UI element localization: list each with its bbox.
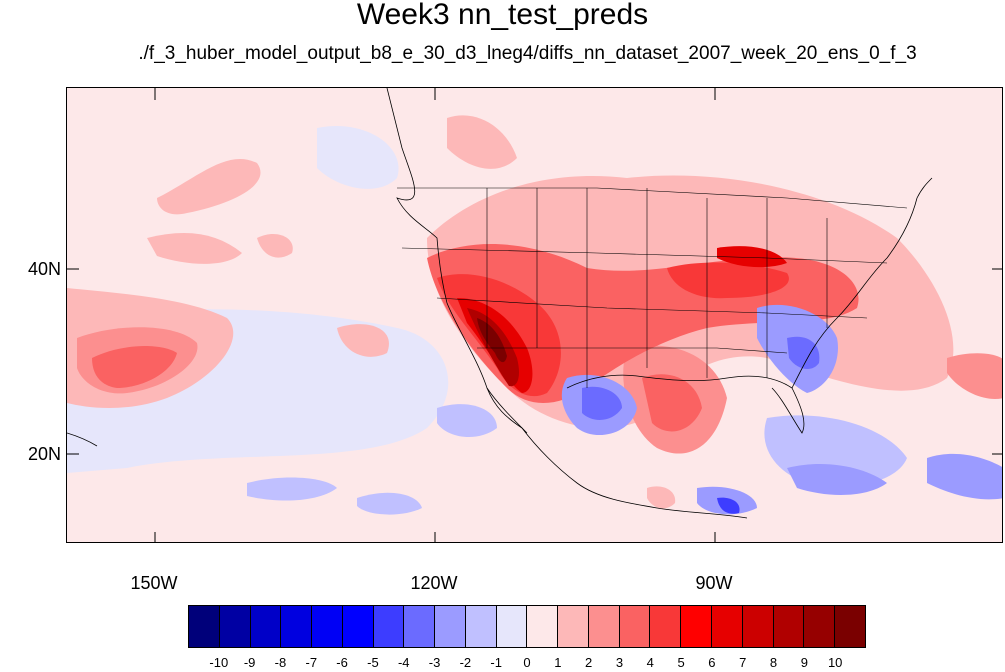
- colorbar-tick-label: 1: [554, 655, 562, 670]
- colorbar-tick-label: -6: [336, 655, 348, 670]
- colorbar-swatch: [404, 606, 436, 647]
- colorbar-tick-label: -1: [490, 655, 502, 670]
- colorbar-swatch: [465, 606, 497, 647]
- colorbar-tick-label: 4: [646, 655, 654, 670]
- colorbar-tick-label: 9: [800, 655, 808, 670]
- colorbar-tick-label: 7: [739, 655, 747, 670]
- colorbar-swatch: [773, 606, 805, 647]
- colorbar-swatch: [742, 606, 774, 647]
- colorbar-swatch: [681, 606, 713, 647]
- colorbar-tick-label: -5: [367, 655, 379, 670]
- colorbar-swatch: [835, 606, 865, 647]
- colorbar-tick-label: -10: [209, 655, 229, 670]
- colorbar-tick-label: 6: [708, 655, 716, 670]
- colorbar-swatch: [527, 606, 559, 647]
- colorbar-tick-label: -9: [243, 655, 256, 670]
- colorbar-swatch: [281, 606, 313, 647]
- coastlines: [67, 88, 933, 519]
- colorbar: [188, 605, 866, 648]
- colorbar-tick-label: -4: [397, 655, 410, 670]
- colorbar-tick-label: -7: [305, 655, 318, 670]
- colorbar-tick-label: -3: [428, 655, 441, 670]
- state-borders: [397, 187, 908, 388]
- colorbar-swatch: [250, 606, 282, 647]
- colorbar-tick-label: 3: [615, 655, 624, 670]
- lat-label-20n: 20N: [28, 444, 62, 464]
- colorbar-swatch: [804, 606, 836, 647]
- colorbar-swatch: [373, 606, 405, 647]
- colorbar-swatch: [219, 606, 251, 647]
- plot-subtitle: ./f_3_huber_model_output_b8_e_30_d3_lneg…: [138, 43, 917, 64]
- anomaly-contour-map: [67, 88, 1002, 542]
- colorbar-swatch: [558, 606, 589, 647]
- lat-lon-ticks: [67, 88, 1002, 542]
- lon-label-90w: 90W: [695, 573, 733, 593]
- colorbar-tick-label: 8: [769, 655, 778, 670]
- colorbar-swatch: [342, 606, 374, 647]
- colorbar-swatch: [712, 606, 743, 647]
- colorbar-tick-label: 0: [523, 655, 531, 670]
- colorbar-swatch: [588, 606, 620, 647]
- colorbar-swatch: [650, 606, 682, 647]
- lon-label-120w: 120W: [410, 573, 458, 593]
- colorbar-tick-label: 5: [677, 655, 685, 670]
- plot-title: Week3 nn_test_preds: [356, 0, 649, 31]
- colorbar-tick-label: -8: [274, 655, 287, 670]
- colorbar-tick-label: 10: [827, 655, 843, 670]
- colorbar-tick-label: -2: [459, 655, 472, 670]
- lat-label-40n: 40N: [28, 259, 62, 279]
- colorbar-tick-label: 2: [585, 655, 593, 670]
- lon-label-150w: 150W: [130, 573, 178, 593]
- colorbar-swatch: [496, 606, 528, 647]
- map-panel: [66, 87, 1003, 543]
- contour-fills: [67, 115, 1002, 515]
- colorbar-swatch: [312, 606, 343, 647]
- colorbar-swatch: [189, 606, 220, 647]
- colorbar-swatch: [619, 606, 651, 647]
- colorbar-swatch: [435, 606, 466, 647]
